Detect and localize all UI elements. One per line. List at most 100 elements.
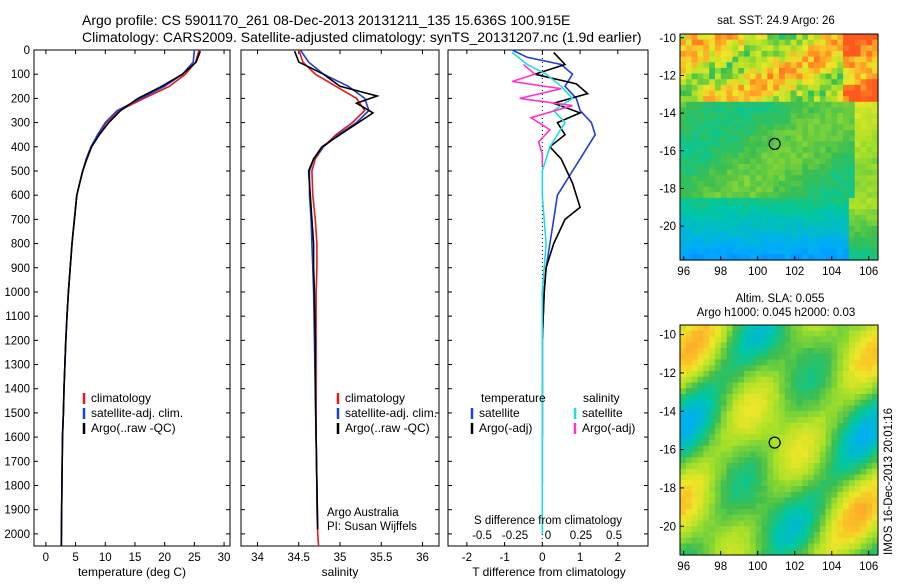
map-cell [813, 124, 821, 131]
map-cell [790, 141, 798, 148]
map-cell [703, 163, 710, 171]
map-cell [726, 135, 734, 142]
map-cell [837, 135, 844, 142]
map-cell [697, 359, 704, 366]
map-cell [697, 107, 704, 114]
map-cell [784, 468, 792, 476]
map-cell [720, 243, 728, 250]
map-cell [796, 113, 803, 120]
map-cell [808, 203, 815, 210]
map-cell [796, 118, 803, 125]
map-cell [866, 468, 873, 476]
map-cell [866, 405, 873, 412]
map-cell [843, 101, 850, 109]
map-cell [697, 376, 704, 384]
map-cell [680, 73, 687, 80]
map-cell [843, 376, 850, 384]
map-cell [767, 348, 774, 355]
map-cell [848, 90, 856, 97]
map-cell [825, 163, 833, 171]
map-cell [819, 486, 827, 493]
map-cell [720, 124, 728, 131]
map-cell [697, 434, 704, 441]
map-cell [872, 67, 879, 75]
map-cell [767, 497, 774, 504]
map-cell [720, 152, 728, 159]
map-cell [726, 428, 734, 435]
map-cell [732, 417, 739, 424]
map-cell [796, 457, 803, 464]
map-cell [773, 336, 780, 343]
map-cell [744, 480, 751, 487]
map-cell [685, 67, 693, 75]
map-cell [790, 209, 798, 216]
map-cell [813, 543, 821, 550]
map-cell [726, 175, 734, 182]
map-cell [720, 549, 728, 556]
map-cell [738, 45, 745, 52]
map-cell [726, 463, 734, 470]
map-cell [732, 365, 739, 372]
map-cell [837, 342, 844, 349]
map-cell [831, 463, 838, 470]
map-cell [796, 486, 803, 493]
map-cell [837, 56, 844, 63]
map-cell [837, 50, 844, 58]
difference-legend: temperature salinitysatelliteArgo(-adj)sa… [470, 391, 635, 435]
map-cell [703, 336, 710, 343]
map-cell [697, 509, 704, 516]
map-cell [837, 480, 844, 487]
map-cell [703, 526, 710, 533]
map-cell [720, 73, 728, 80]
map-cell [738, 457, 745, 464]
map-cell [802, 231, 809, 238]
series-line-argo [531, 51, 590, 438]
map-cell [872, 445, 879, 453]
map-y-tick-label: -14 [659, 406, 676, 418]
map-cell [680, 79, 687, 86]
map-cell [872, 491, 879, 499]
map-cell [714, 180, 722, 188]
map-cell [866, 158, 873, 165]
map-cell [691, 124, 699, 131]
map-cell [761, 399, 768, 407]
map-cell [813, 348, 821, 355]
map-cell [808, 254, 815, 261]
map-cell [714, 209, 722, 216]
map-cell [872, 34, 879, 41]
map-cell [790, 514, 798, 522]
map-cell [714, 537, 722, 545]
map-cell [726, 411, 734, 418]
map-cell [680, 509, 687, 516]
map-cell [796, 359, 803, 366]
map-cell [749, 463, 757, 470]
map-cell [761, 428, 768, 435]
map-cell [796, 124, 803, 131]
map-cell [831, 79, 838, 86]
map-cell [738, 405, 745, 412]
map-cell [872, 486, 879, 493]
map-cell [790, 220, 798, 227]
map-cell [872, 353, 879, 361]
map-cell [802, 34, 809, 41]
map-cell [831, 417, 838, 424]
map-cell [779, 451, 786, 458]
map-cell [703, 169, 710, 176]
map-cell [685, 62, 693, 69]
map-cell [744, 532, 751, 539]
map-cell [685, 152, 693, 159]
map-cell [819, 394, 827, 401]
map-cell [720, 325, 728, 332]
map-cell [685, 231, 693, 238]
map-cell [767, 118, 774, 125]
map-cell [860, 394, 867, 401]
map-cell [802, 152, 809, 159]
map-cell [825, 353, 833, 361]
map-cell [697, 141, 704, 148]
map-cell [761, 353, 768, 361]
map-cell [872, 503, 879, 510]
map-cell [755, 243, 763, 250]
map-cell [691, 180, 699, 188]
map-cell [685, 84, 693, 92]
map-cell [860, 514, 867, 522]
